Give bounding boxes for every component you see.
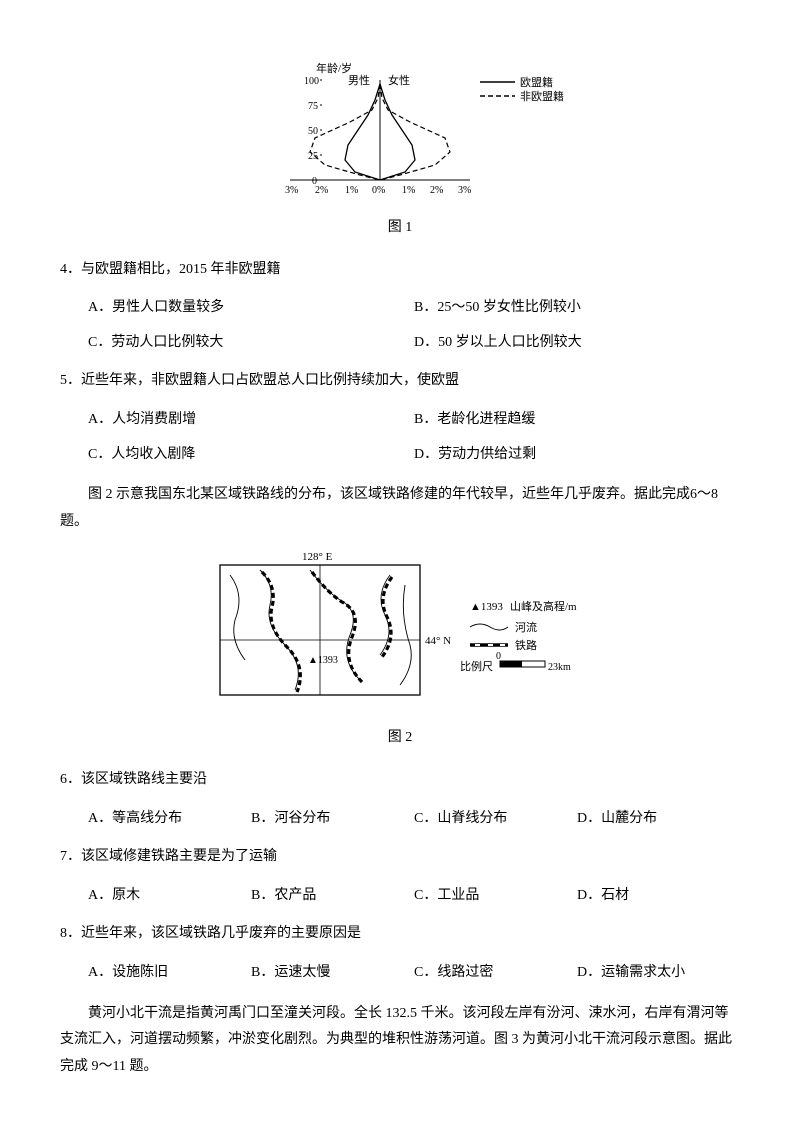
svg-text:▲1393: ▲1393 <box>308 655 338 666</box>
svg-text:3%: 3% <box>285 185 298 196</box>
q6-opt-a: A．等高线分布 <box>88 806 251 833</box>
q6-opt-b: B．河谷分布 <box>251 806 414 833</box>
q5-opt-d: D．劳动力供给过剩 <box>414 442 740 469</box>
q6-opt-d: D．山麓分布 <box>577 806 740 833</box>
q7-opt-b: B．农产品 <box>251 883 414 910</box>
passage1: 图 2 示意我国东北某区域铁路线的分布，该区域铁路修建的年代较早，近些年几乎废弃… <box>60 482 740 535</box>
svg-text:男性: 男性 <box>348 73 370 87</box>
svg-text:50: 50 <box>308 126 318 137</box>
figure1: 年龄/岁 100 75 50 25 0 3% 2% 1% 0% 1% 2% 3%… <box>60 60 740 205</box>
q7-options: A．原木 B．农产品 C．工业品 D．石材 <box>60 879 740 914</box>
q8-opt-a: A．设施陈旧 <box>88 960 251 987</box>
q7-opt-a: A．原木 <box>88 883 251 910</box>
svg-text:2%: 2% <box>430 185 443 196</box>
q4-opt-b: B．25～50 岁女性比例较小 <box>414 295 740 322</box>
q4-options: A．男性人口数量较多 B．25～50 岁女性比例较小 C．劳动人口比例较大 D．… <box>60 291 740 360</box>
q5-opt-a: A．人均消费剧增 <box>88 407 414 434</box>
q5-opt-c: C．人均收入剧降 <box>88 442 414 469</box>
svg-text:▲1393: ▲1393 <box>470 601 503 613</box>
q4-stem: 4．与欧盟籍相比，2015 年非欧盟籍 <box>60 257 740 284</box>
svg-text:铁路: 铁路 <box>515 639 537 652</box>
svg-text:44° N: 44° N <box>425 635 451 647</box>
svg-text:0: 0 <box>496 651 501 662</box>
y-axis-label: 年龄/岁 <box>316 61 352 75</box>
q7-opt-c: C．工业品 <box>414 883 577 910</box>
q8-opt-b: B．运速太慢 <box>251 960 414 987</box>
svg-text:非欧盟籍: 非欧盟籍 <box>520 89 564 103</box>
q5-opt-b: B．老龄化进程趋缓 <box>414 407 740 434</box>
figure1-svg: 年龄/岁 100 75 50 25 0 3% 2% 1% 0% 1% 2% 3%… <box>230 60 570 205</box>
q8-opt-c: C．线路过密 <box>414 960 577 987</box>
svg-text:1%: 1% <box>402 185 415 196</box>
figure2: 128° E 44° N ▲1393 ▲1393 山峰及高程/m 河流 铁路 比… <box>60 545 740 715</box>
q5-stem: 5．近些年来，非欧盟籍人口占欧盟总人口比例持续加大，使欧盟 <box>60 368 740 395</box>
q6-options: A．等高线分布 B．河谷分布 C．山脊线分布 D．山麓分布 <box>60 802 740 837</box>
figure1-caption: 图 1 <box>60 215 740 242</box>
figure2-svg: 128° E 44° N ▲1393 ▲1393 山峰及高程/m 河流 铁路 比… <box>190 545 610 715</box>
q5-options: A．人均消费剧增 B．老龄化进程趋缓 C．人均收入剧降 D．劳动力供给过剩 <box>60 403 740 472</box>
q8-options: A．设施陈旧 B．运速太慢 C．线路过密 D．运输需求太小 <box>60 956 740 991</box>
q4-opt-c: C．劳动人口比例较大 <box>88 330 414 357</box>
svg-text:女性: 女性 <box>388 73 410 87</box>
svg-text:山峰及高程/m: 山峰及高程/m <box>510 599 577 613</box>
q6-stem: 6．该区域铁路线主要沿 <box>60 767 740 794</box>
svg-text:128° E: 128° E <box>302 551 333 563</box>
svg-text:25: 25 <box>308 151 318 162</box>
svg-text:100: 100 <box>304 76 319 87</box>
figure2-caption: 图 2 <box>60 725 740 752</box>
svg-text:0%: 0% <box>372 185 385 196</box>
q8-stem: 8．近些年来，该区域铁路几乎废弃的主要原因是 <box>60 921 740 948</box>
q7-opt-d: D．石材 <box>577 883 740 910</box>
q4-opt-a: A．男性人口数量较多 <box>88 295 414 322</box>
q4-opt-d: D．50 岁以上人口比例较大 <box>414 330 740 357</box>
svg-text:欧盟籍: 欧盟籍 <box>520 75 553 89</box>
q8-opt-d: D．运输需求太小 <box>577 960 740 987</box>
passage2: 黄河小北干流是指黄河禹门口至潼关河段。全长 132.5 千米。该河段左岸有汾河、… <box>60 1001 740 1081</box>
q7-stem: 7．该区域修建铁路主要是为了运输 <box>60 844 740 871</box>
svg-text:比例尺: 比例尺 <box>460 659 493 673</box>
svg-text:1%: 1% <box>345 185 358 196</box>
svg-text:3%: 3% <box>458 185 471 196</box>
svg-text:2%: 2% <box>315 185 328 196</box>
svg-text:75: 75 <box>308 101 318 112</box>
q6-opt-c: C．山脊线分布 <box>414 806 577 833</box>
svg-text:23km: 23km <box>548 662 571 673</box>
svg-text:河流: 河流 <box>515 620 537 634</box>
